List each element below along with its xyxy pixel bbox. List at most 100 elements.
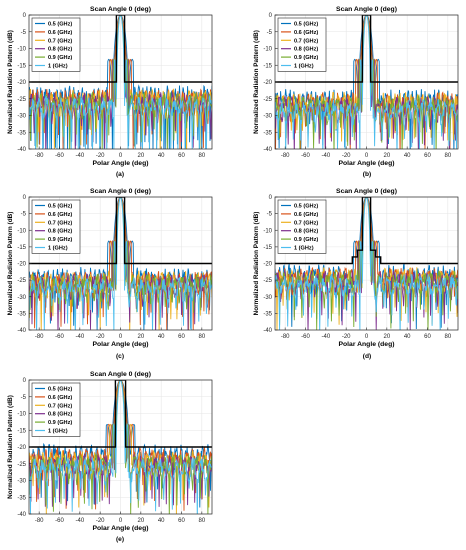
series-line-6 xyxy=(29,197,212,330)
y-tick-label: -15 xyxy=(17,63,26,69)
mask-line xyxy=(29,15,212,83)
x-tick-label: -60 xyxy=(55,334,64,340)
y-tick-label: -25 xyxy=(17,278,26,284)
legend-entry: 0.7 (GHz) xyxy=(48,38,72,44)
y-tick-label: -30 xyxy=(263,295,272,301)
legend-entry: 0.9 (GHz) xyxy=(294,55,318,61)
x-tick-label: -80 xyxy=(35,334,44,340)
chart-panel-5: -80 -60 -40 -20 0 20 40 60 80 0 -5 -10 -15 -20 -25 -30 -… xyxy=(7,371,213,543)
x-tick-label: -40 xyxy=(321,334,330,340)
x-tick-label: 40 xyxy=(158,334,165,340)
x-tick-label: 60 xyxy=(178,518,185,524)
x-tick-label: -60 xyxy=(55,153,64,159)
y-axis-label: Normalized Radiation Pattern (dB) xyxy=(7,30,14,134)
x-tick-label: 40 xyxy=(158,153,165,159)
legend-box xyxy=(31,17,81,72)
series-line-4 xyxy=(29,197,212,330)
series-line-5 xyxy=(29,380,212,514)
y-tick-label: -40 xyxy=(17,328,26,334)
series-line-5 xyxy=(29,15,212,149)
chart-title: Scan Angle 0 (deg) xyxy=(336,188,397,195)
y-tick-label: -20 xyxy=(263,262,272,268)
panel-label: (b) xyxy=(363,171,371,178)
x-tick-label: 60 xyxy=(424,334,431,340)
y-tick-label: 0 xyxy=(269,13,273,19)
x-tick-label: -40 xyxy=(75,518,84,524)
legend-entry: 0.9 (GHz) xyxy=(48,237,72,243)
x-axis-label: Polar Angle (deg) xyxy=(338,160,394,167)
y-tick-label: -30 xyxy=(263,114,272,120)
x-tick-label: -60 xyxy=(55,518,64,524)
y-tick-label: -10 xyxy=(17,47,26,53)
x-tick-label: 0 xyxy=(119,334,123,340)
legend-entry: 1 (GHz) xyxy=(294,246,314,252)
x-tick-label: 80 xyxy=(198,518,205,524)
chart-title: Scan Angle 0 (deg) xyxy=(90,371,151,378)
y-tick-label: 0 xyxy=(23,13,27,19)
y-tick-label: -5 xyxy=(267,212,273,218)
x-axis-label: Polar Angle (deg) xyxy=(338,341,394,348)
y-tick-label: -20 xyxy=(17,262,26,268)
x-tick-label: 20 xyxy=(137,153,144,159)
series-group xyxy=(275,197,458,330)
y-tick-label: -15 xyxy=(263,63,272,69)
series-group xyxy=(275,15,458,149)
legend-entry: 0.8 (GHz) xyxy=(294,229,318,235)
chart-panel-4: -80 -60 -40 -20 0 20 40 60 80 0 -5 -10 -15 -20 -25 -30 -… xyxy=(253,188,459,360)
legend-entry: 0.5 (GHz) xyxy=(294,22,318,28)
x-tick-label: 60 xyxy=(178,153,185,159)
x-tick-label: 60 xyxy=(178,334,185,340)
mask-line xyxy=(29,380,212,448)
y-tick-label: -30 xyxy=(17,295,26,301)
mask-line xyxy=(29,197,212,265)
x-tick-label: -20 xyxy=(342,334,351,340)
legend-entry: 0.8 (GHz) xyxy=(48,229,72,235)
series-line-1 xyxy=(29,380,212,508)
x-tick-label: 80 xyxy=(198,153,205,159)
x-tick-label: 80 xyxy=(444,334,451,340)
mask-line xyxy=(275,197,458,265)
x-tick-label: -20 xyxy=(342,153,351,159)
y-axis-label: Normalized Radiation Pattern (dB) xyxy=(7,212,14,316)
y-axis-label: Normalized Radiation Pattern (dB) xyxy=(7,395,14,499)
x-tick-label: -60 xyxy=(301,334,310,340)
series-line-5 xyxy=(29,197,212,313)
y-tick-label: -40 xyxy=(263,147,272,153)
legend-entry: 0.8 (GHz) xyxy=(48,412,72,418)
series-line-5 xyxy=(275,197,458,330)
x-tick-label: -40 xyxy=(75,153,84,159)
y-tick-label: -40 xyxy=(263,328,272,334)
y-tick-label: -35 xyxy=(263,130,272,136)
series-line-6 xyxy=(29,380,212,514)
x-tick-label: 20 xyxy=(383,334,390,340)
y-tick-label: -15 xyxy=(17,428,26,434)
x-tick-label: -40 xyxy=(321,153,330,159)
series-line-6 xyxy=(275,15,458,149)
y-tick-label: -25 xyxy=(17,97,26,103)
x-tick-label: -80 xyxy=(35,153,44,159)
panel-label: (d) xyxy=(363,353,371,360)
y-tick-label: -10 xyxy=(263,228,272,234)
x-tick-label: 20 xyxy=(137,518,144,524)
y-tick-label: -20 xyxy=(263,80,272,86)
y-tick-label: -10 xyxy=(263,47,272,53)
x-axis-label: Polar Angle (deg) xyxy=(92,525,148,532)
chart-panel-2: -80 -60 -40 -20 0 20 40 60 80 0 -5 -10 -15 -20 -25 -30 -… xyxy=(253,6,459,178)
chart-panel-3: -80 -60 -40 -20 0 20 40 60 80 0 -5 -10 -15 -20 -25 -30 -… xyxy=(7,188,213,360)
legend-box xyxy=(277,17,327,72)
panel-label: (c) xyxy=(116,353,124,360)
y-tick-label: -15 xyxy=(263,245,272,251)
series-line-2 xyxy=(275,15,458,149)
y-tick-label: -30 xyxy=(17,114,26,120)
legend-entry: 0.9 (GHz) xyxy=(48,420,72,426)
series-line-6 xyxy=(275,197,458,330)
x-tick-label: 40 xyxy=(404,334,411,340)
x-tick-label: 20 xyxy=(137,334,144,340)
legend-entry: 1 (GHz) xyxy=(48,429,68,435)
y-tick-label: 0 xyxy=(269,195,273,201)
series-group xyxy=(29,380,212,514)
x-tick-label: -20 xyxy=(96,334,105,340)
series-line-5 xyxy=(275,15,458,149)
legend-box xyxy=(31,382,81,437)
